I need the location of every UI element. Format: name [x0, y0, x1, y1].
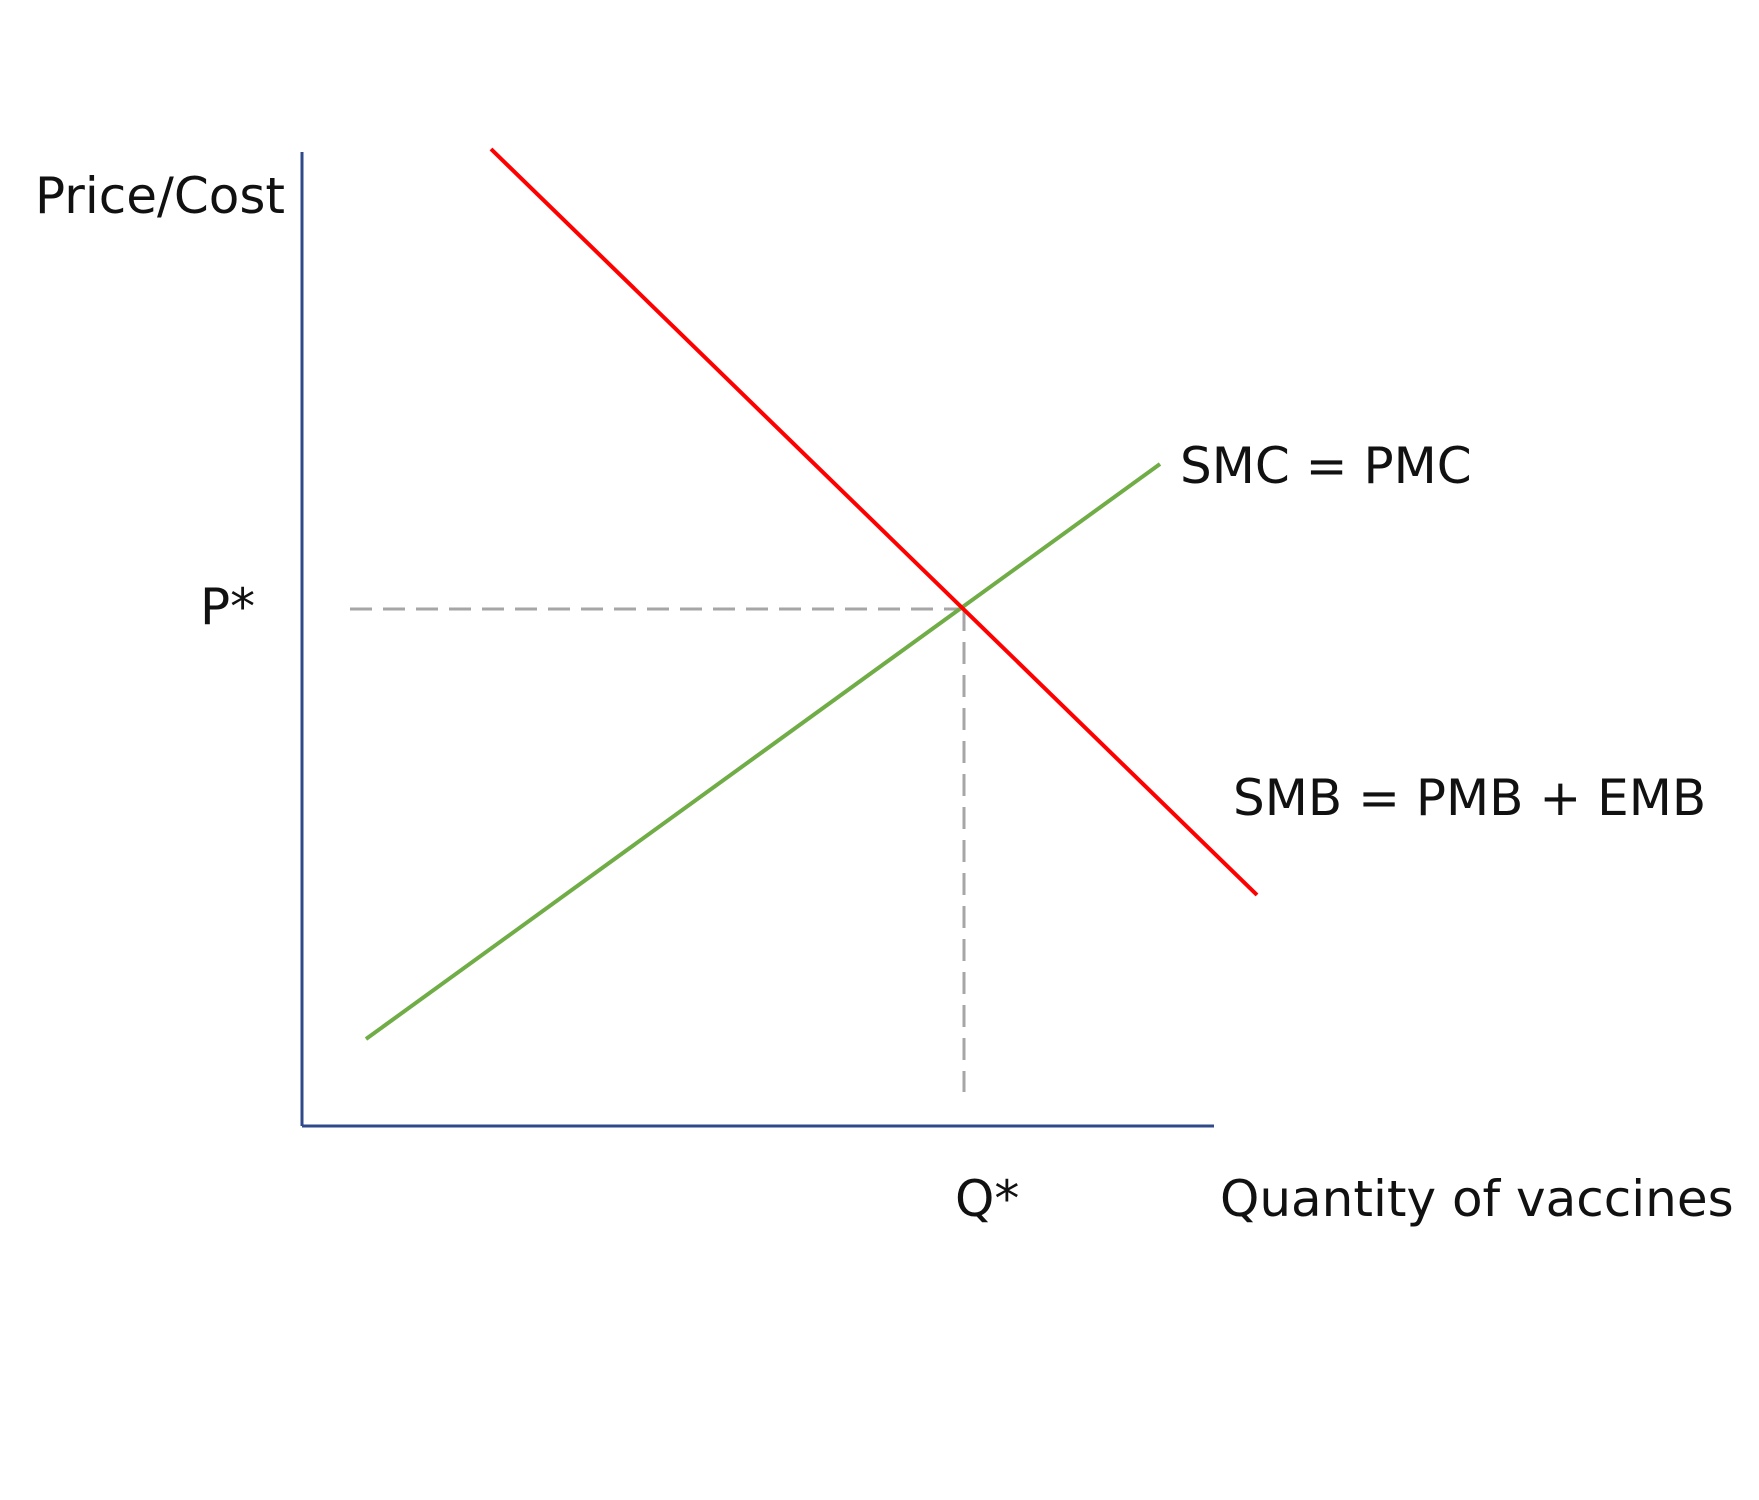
supply-curve-line [364, 462, 1162, 1041]
y-axis-label: Price/Cost [35, 167, 285, 225]
x-axis-label: Quantity of vaccines [1220, 1170, 1734, 1228]
q-star-label: Q* [955, 1170, 1019, 1228]
demand-curve-label: SMB = PMB + EMB [1233, 769, 1706, 827]
demand-curve-line [489, 147, 1259, 897]
supply-curve-label: SMC = PMC [1180, 437, 1472, 495]
p-star-label: P* [200, 578, 255, 636]
